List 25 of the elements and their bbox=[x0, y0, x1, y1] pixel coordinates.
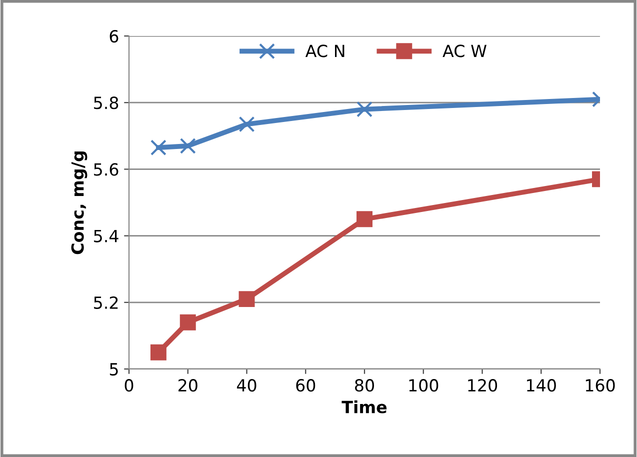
point bbox=[238, 291, 255, 308]
y-tick-label: 5.2 bbox=[94, 296, 118, 309]
point bbox=[180, 314, 196, 330]
point bbox=[238, 116, 255, 132]
x-tick-label: 100 bbox=[409, 379, 438, 392]
y-tick-label: 5.6 bbox=[94, 163, 118, 176]
x-tick-label: 0 bbox=[124, 379, 134, 392]
x-tick-label: 80 bbox=[355, 379, 374, 392]
x-tick-label: 140 bbox=[527, 379, 556, 392]
y-tick-label: 5.8 bbox=[94, 96, 118, 110]
x-tick-label: 40 bbox=[236, 379, 256, 392]
point bbox=[180, 138, 196, 154]
y-tick-label: 5.4 bbox=[94, 230, 118, 242]
legend-label: AC N bbox=[305, 44, 344, 58]
x-tick-label: 120 bbox=[468, 379, 498, 392]
y-tick-label: 6 bbox=[110, 30, 118, 43]
legend-label: AC W bbox=[442, 44, 486, 58]
y-tick-label: 5 bbox=[110, 363, 118, 376]
x-tick-label: 60 bbox=[296, 379, 316, 392]
x-axis-title: Time bbox=[342, 400, 387, 414]
x-tick-label: 160 bbox=[586, 379, 615, 392]
point bbox=[150, 344, 166, 360]
y-axis-title: Conc, mg/g bbox=[71, 151, 88, 254]
point bbox=[150, 140, 166, 156]
x-tick-label: 20 bbox=[178, 379, 198, 392]
